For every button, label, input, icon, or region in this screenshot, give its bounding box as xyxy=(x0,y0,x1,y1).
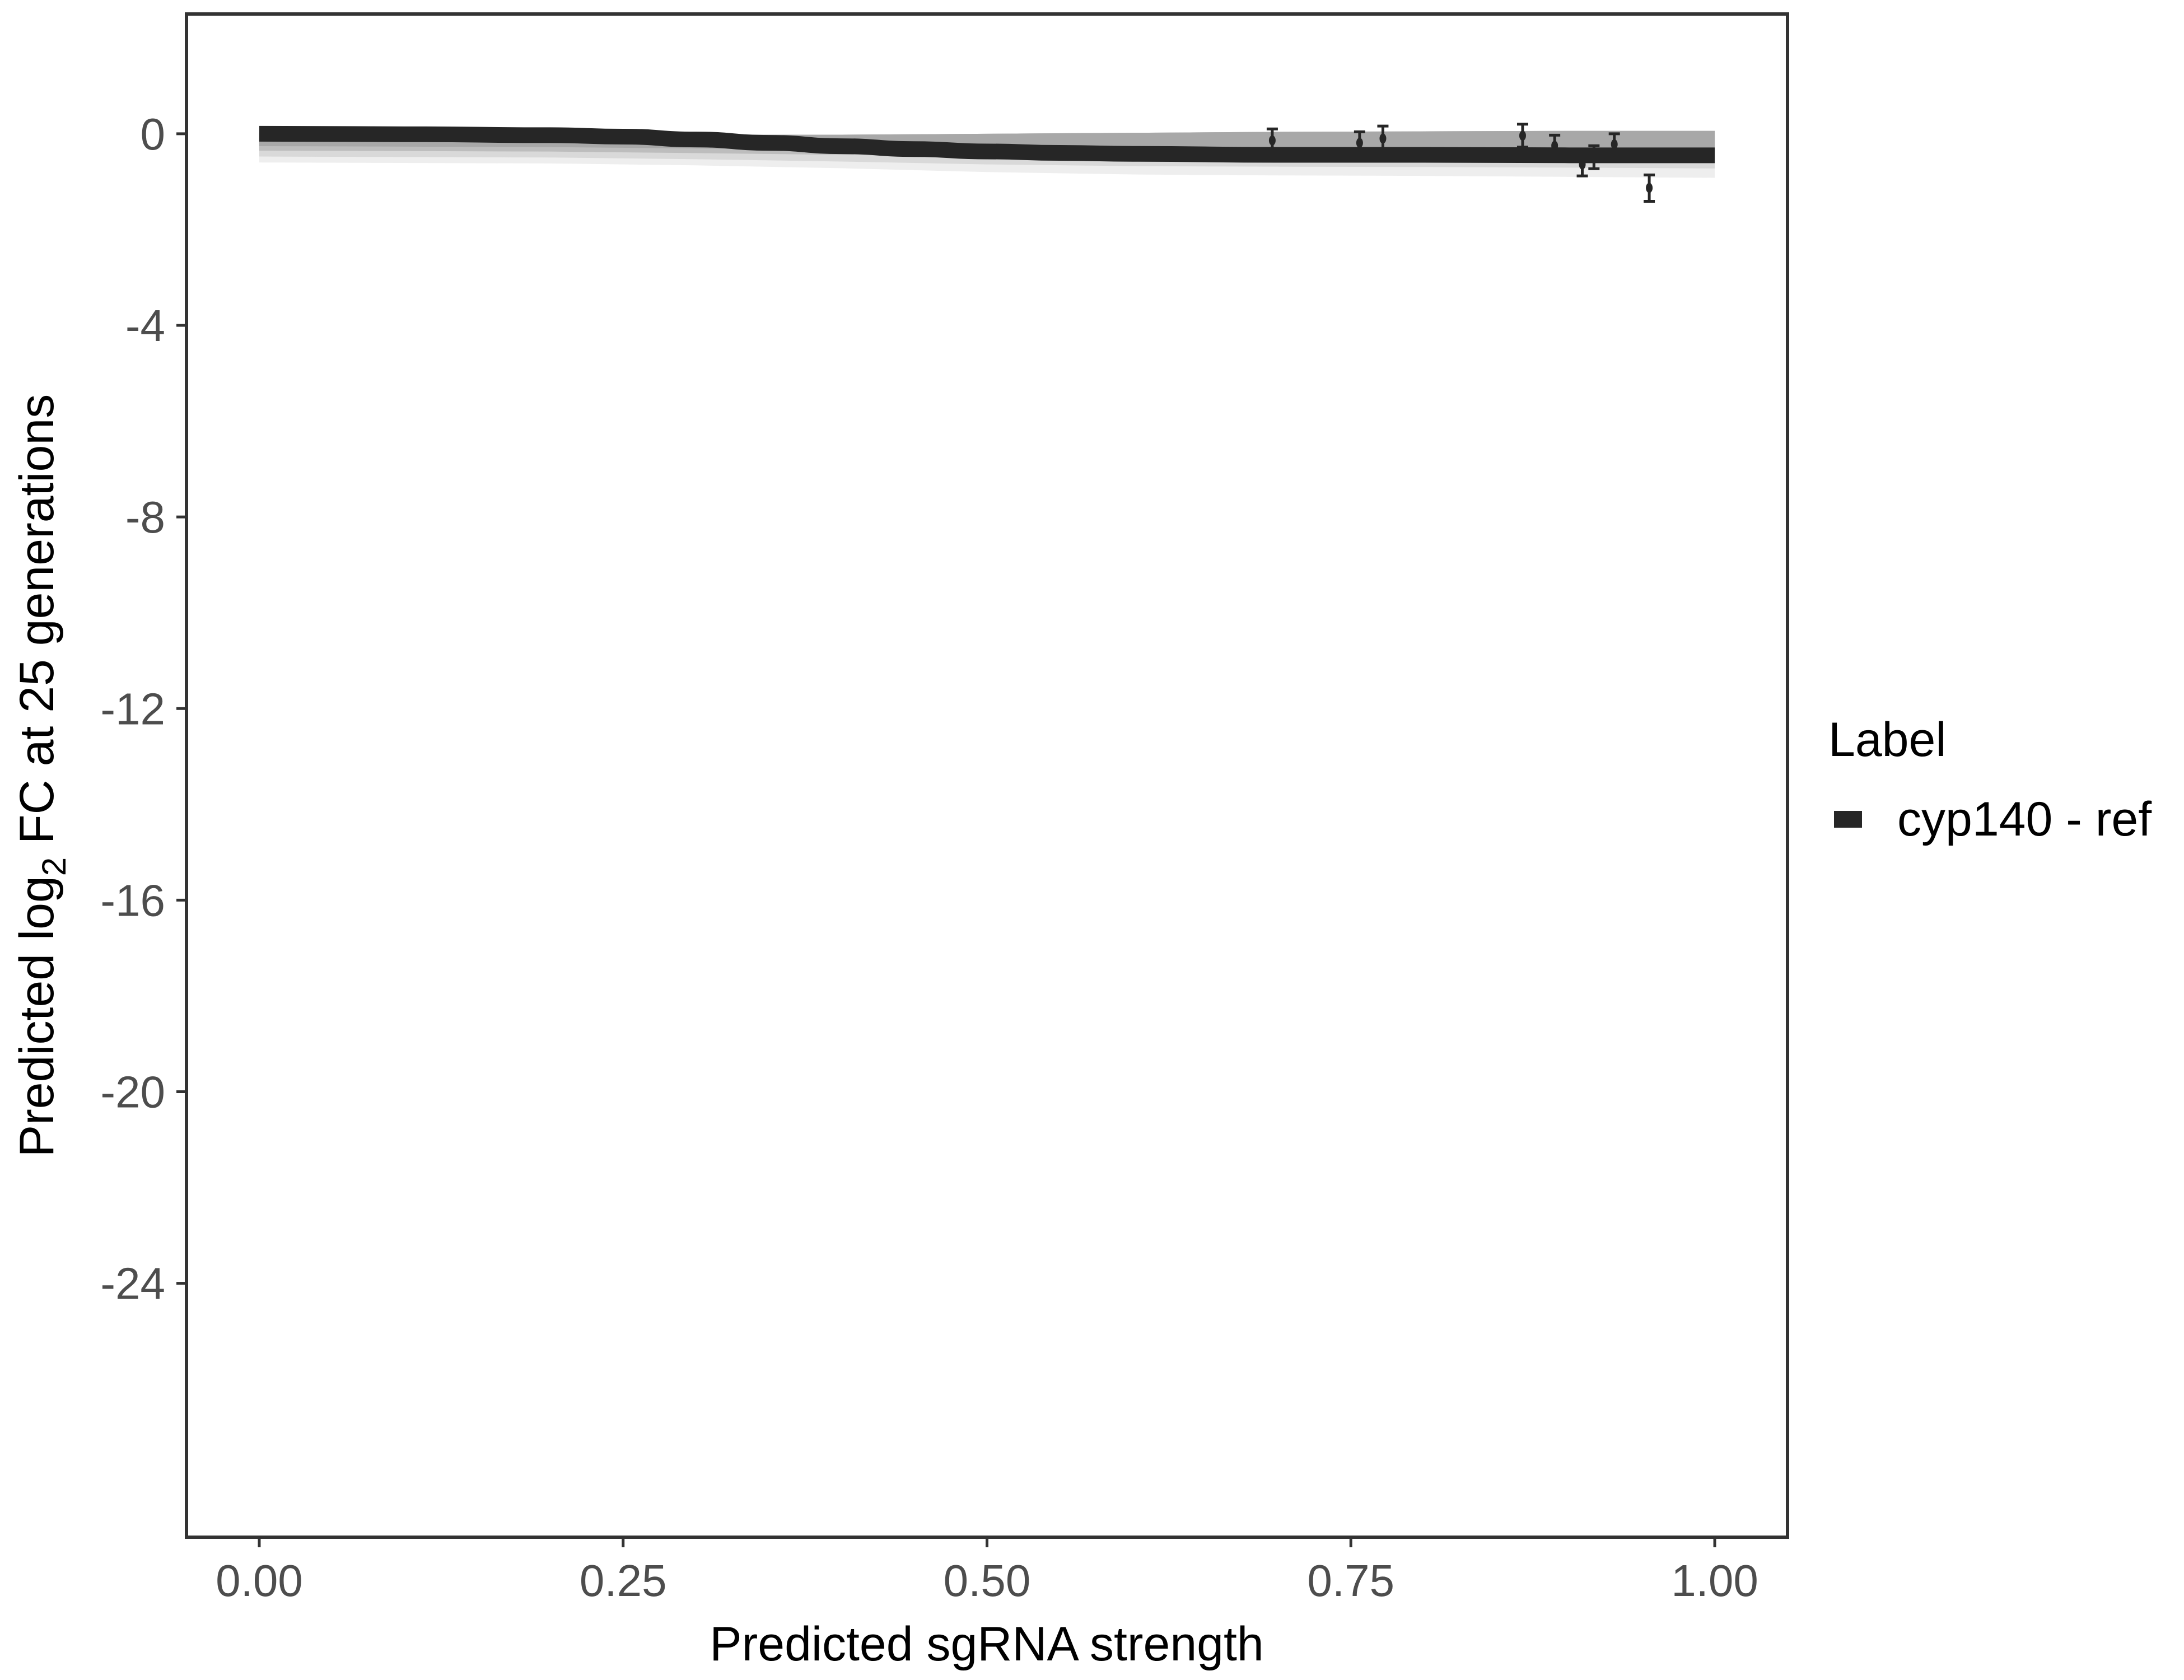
data-point xyxy=(1519,130,1526,141)
x-tick-label: 0.75 xyxy=(1307,1556,1394,1606)
legend-title: Label xyxy=(1828,713,1946,767)
data-point xyxy=(1646,183,1653,193)
y-axis-title: Predicted log2 FC at 25 generations xyxy=(10,394,73,1157)
plot-panel-border xyxy=(185,12,1789,1539)
y-axis: 0 -4 -8 -12 -16 -20 -24 xyxy=(100,109,186,1309)
legend: Label cyp140 - ref xyxy=(1828,713,2152,846)
series-curve xyxy=(259,125,1715,164)
y-tick-label: -16 xyxy=(100,875,165,925)
y-tick-label: -12 xyxy=(100,684,165,734)
data-point xyxy=(1356,138,1363,148)
data-point xyxy=(1551,141,1558,151)
x-axis: 0.00 0.25 0.50 0.75 1.00 xyxy=(216,1537,1758,1606)
x-tick-label: 0.00 xyxy=(216,1556,303,1606)
y-tick-label: -4 xyxy=(125,301,165,351)
y-tick-label: -24 xyxy=(100,1259,165,1309)
x-tick-label: 0.50 xyxy=(944,1556,1031,1606)
data-point xyxy=(1590,152,1598,162)
data-point xyxy=(1268,135,1276,146)
legend-key xyxy=(1834,811,1862,828)
data-point xyxy=(1379,133,1387,144)
y-tick-label: 0 xyxy=(141,109,166,159)
x-axis-title: Predicted sgRNA strength xyxy=(710,1617,1264,1671)
y-tick-label: -8 xyxy=(125,492,165,542)
x-tick-label: 0.25 xyxy=(580,1556,667,1606)
data-points xyxy=(1266,123,1655,203)
legend-label: cyp140 - ref xyxy=(1897,792,2152,846)
data-point xyxy=(1579,159,1586,170)
y-tick-label: -20 xyxy=(100,1067,165,1117)
data-point xyxy=(1611,139,1618,150)
x-tick-label: 1.00 xyxy=(1671,1556,1758,1606)
